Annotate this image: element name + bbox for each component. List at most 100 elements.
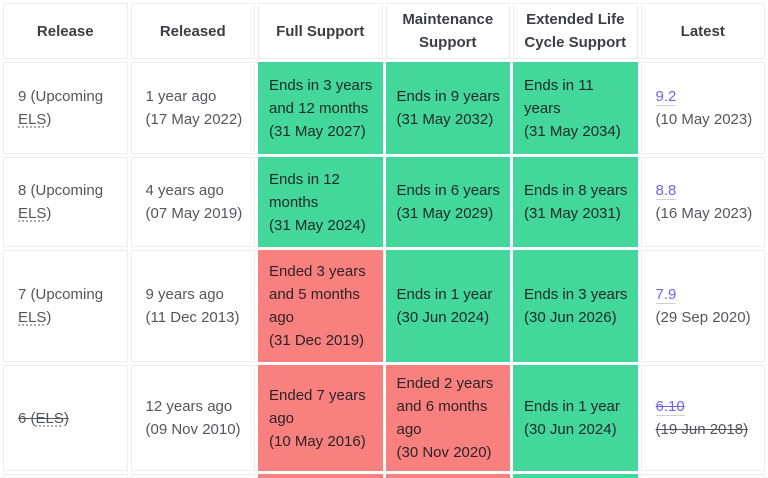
support-text-line: (30 Nov 2020) xyxy=(396,444,492,461)
full-support-cell: Ends in 12 months (31 May 2024) xyxy=(258,157,383,247)
els-abbr-tooltip[interactable]: ELS xyxy=(18,111,47,128)
latest-version-link[interactable]: 7.9 xyxy=(655,286,677,304)
released-date-text: (07 May 2019) xyxy=(145,205,243,222)
full-support-cell: Ended 3 years and 5 months ago (31 Dec 2019… xyxy=(258,250,383,362)
table-body: 9 (Upcoming ELS) 1 year ago (17 May 2022) E… xyxy=(3,62,765,478)
header-full-support: Full Support xyxy=(258,3,383,59)
support-text-line: (31 May 2029) xyxy=(396,205,494,222)
support-text-line: (10 May 2016) xyxy=(269,432,366,450)
maintenance-support-cell: Ends in 6 years (31 May 2029) xyxy=(385,157,510,247)
table-row: 6 (ELS) 12 years ago (09 Nov 2010) Ended 7 … xyxy=(3,365,765,471)
release-cell: 6 (ELS) xyxy=(3,365,128,471)
released-ago-text: 4 years ago xyxy=(145,182,224,199)
support-text-line: Ends in 9 years xyxy=(396,88,500,105)
latest-version-line: 6.10 xyxy=(655,395,751,418)
table-row: 8 (Upcoming ELS) 4 years ago (07 May 2019)… xyxy=(3,157,765,247)
support-text-line: months xyxy=(269,193,319,211)
released-ago-text: 12 years ago xyxy=(145,398,233,415)
support-text-line: ago xyxy=(269,409,295,427)
support-text-line: Ends in 3 years xyxy=(269,76,373,94)
support-text-line: (31 May 2032) xyxy=(396,111,494,128)
support-text-line: (31 Dec 2019) xyxy=(269,332,365,349)
support-text-line: (30 Jun 2024) xyxy=(396,309,490,326)
extended-support-cell: Ends in 1 year (30 Jun 2024) xyxy=(513,365,638,471)
latest-version-line: 8.8 xyxy=(655,179,751,202)
release-cell: 9 (Upcoming ELS) xyxy=(3,62,128,154)
full-support-cell: Ends in 3 years and 12 months (31 May 2027… xyxy=(258,62,383,154)
maintenance-support-cell: Ends in 9 years (31 May 2032) xyxy=(385,62,510,154)
released-cell: 12 years ago (09 Nov 2010) xyxy=(130,365,255,471)
support-text-line: (31 May 2031) xyxy=(524,205,621,222)
support-text-line: (31 May 2034) xyxy=(524,122,621,140)
maintenance-support-cell: Ends in 1 year (30 Jun 2024) xyxy=(385,250,510,362)
support-text-line: ago xyxy=(396,421,422,438)
latest-version-line: 7.9 xyxy=(655,283,751,306)
support-text-line: years xyxy=(524,99,561,117)
released-cell xyxy=(130,474,255,478)
extended-support-cell xyxy=(513,474,638,478)
released-date-text: (11 Dec 2013) xyxy=(145,309,240,326)
support-text-line: and 6 months xyxy=(396,398,488,415)
extended-support-cell: Ends in 3 years (30 Jun 2026) xyxy=(513,250,638,362)
release-cell: 8 (Upcoming ELS) xyxy=(3,157,128,247)
release-cell: 7 (Upcoming ELS) xyxy=(3,250,128,362)
table-header: Release Released Full Support Maintenanc… xyxy=(3,3,765,59)
support-text-line: Ended 3 years xyxy=(269,263,366,280)
support-text-line: and 12 months xyxy=(269,99,369,117)
release-cell xyxy=(3,474,128,478)
latest-cell: 6.10 (19 Jun 2018) xyxy=(640,365,765,471)
latest-date-text: (10 May 2023) xyxy=(655,111,753,128)
support-text-line: and 5 months xyxy=(269,286,360,303)
released-ago-text: 9 years ago xyxy=(145,286,224,303)
support-text-line: Ends in 1 year xyxy=(524,398,620,415)
released-cell: 1 year ago (17 May 2022) xyxy=(130,62,255,154)
released-ago-text: 1 year ago xyxy=(145,88,217,105)
support-text-line: Ended 2 years xyxy=(396,375,494,392)
els-abbr-tooltip[interactable]: ELS xyxy=(18,309,47,326)
latest-version-line: 9.2 xyxy=(655,85,751,108)
els-abbr-tooltip[interactable]: ELS xyxy=(18,205,47,222)
latest-date-text: (19 Jun 2018) xyxy=(655,421,749,438)
support-text-line: Ends in 1 year xyxy=(396,286,493,303)
support-text-line: Ended 7 years xyxy=(269,386,366,404)
latest-date-text: (29 Sep 2020) xyxy=(655,309,751,326)
support-text-line: (30 Jun 2024) xyxy=(524,421,617,438)
support-text-line: (31 May 2027) xyxy=(269,122,366,140)
latest-version-link[interactable]: 9.2 xyxy=(655,88,677,106)
header-extended-life-cycle-support: Extended Life Cycle Support xyxy=(513,3,638,59)
released-date-text: (17 May 2022) xyxy=(145,111,243,128)
latest-version-link[interactable]: 8.8 xyxy=(655,182,677,200)
released-cell: 4 years ago (07 May 2019) xyxy=(130,157,255,247)
support-text-line: (30 Jun 2026) xyxy=(524,309,617,326)
table-row: 9 (Upcoming ELS) 1 year ago (17 May 2022) E… xyxy=(3,62,765,154)
support-text-line: Ends in 11 xyxy=(524,76,594,94)
latest-cell: 8.8 (16 May 2023) xyxy=(640,157,765,247)
latest-cell: 7.9 (29 Sep 2020) xyxy=(640,250,765,362)
latest-cell xyxy=(640,474,765,478)
released-cell: 9 years ago (11 Dec 2013) xyxy=(130,250,255,362)
extended-support-cell: Ends in 11 years (31 May 2034) xyxy=(513,62,638,154)
els-abbr-tooltip[interactable]: ELS xyxy=(35,409,64,427)
header-release: Release xyxy=(3,3,128,59)
support-text-line: Ends in 3 years xyxy=(524,286,628,303)
header-released: Released xyxy=(130,3,255,59)
latest-version-link[interactable]: 6.10 xyxy=(655,398,685,416)
latest-cell: 9.2 (10 May 2023) xyxy=(640,62,765,154)
table-row: 7 (Upcoming ELS) 9 years ago (11 Dec 2013)… xyxy=(3,250,765,362)
header-latest: Latest xyxy=(640,3,765,59)
support-text-line: Ends in 12 xyxy=(269,170,340,188)
extended-support-cell: Ends in 8 years (31 May 2031) xyxy=(513,157,638,247)
latest-date-text: (16 May 2023) xyxy=(655,205,753,222)
table-row-cutoff xyxy=(3,474,765,478)
full-support-cell xyxy=(258,474,383,478)
support-text-line: ago xyxy=(269,309,295,326)
support-text-line: Ends in 6 years xyxy=(396,182,500,199)
maintenance-support-cell xyxy=(385,474,510,478)
full-support-cell: Ended 7 years ago (10 May 2016) xyxy=(258,365,383,471)
support-text-line: (31 May 2024) xyxy=(269,216,366,234)
header-maintenance-support: Maintenance Support xyxy=(385,3,510,59)
maintenance-support-cell: Ended 2 years and 6 months ago (30 Nov 2020… xyxy=(385,365,510,471)
released-date-text: (09 Nov 2010) xyxy=(145,421,241,438)
